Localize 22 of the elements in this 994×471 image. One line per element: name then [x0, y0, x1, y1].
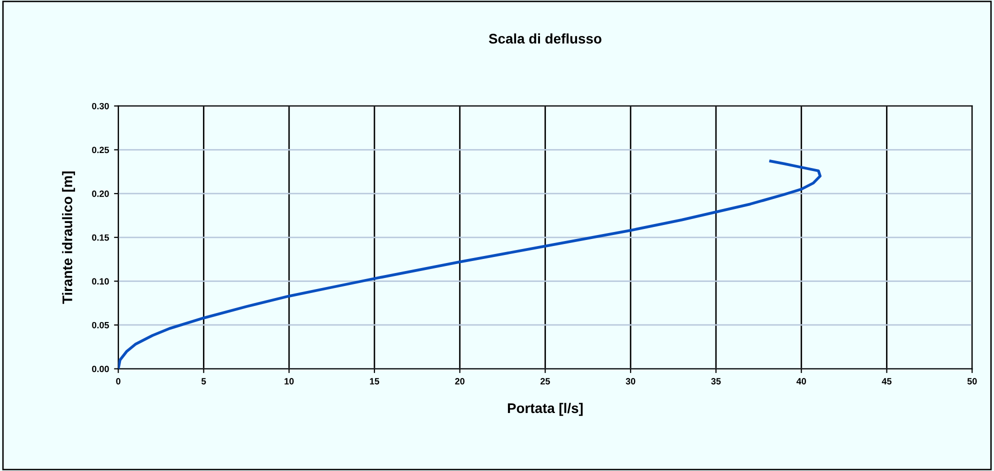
x-tick-label: 5 — [201, 378, 206, 384]
y-tick-label: 0.05 — [92, 322, 110, 328]
chart-title: Scala di deflusso — [488, 33, 602, 44]
x-tick-label: 40 — [796, 378, 806, 384]
x-tick-label: 0 — [116, 378, 120, 384]
y-tick-label: 0.25 — [92, 146, 110, 154]
x-tick-label: 30 — [626, 378, 636, 384]
y-tick-label: 0.10 — [92, 278, 109, 285]
x-axis-title: Portata [l/s] — [508, 402, 583, 416]
y-axis-title: Tirante idraulico [m] — [62, 172, 76, 304]
y-tick-label: 0.30 — [92, 102, 109, 110]
x-tick-label: 35 — [711, 378, 721, 384]
x-tick-label: 25 — [540, 378, 550, 384]
x-tick-label: 45 — [882, 378, 892, 384]
x-tick-label: 10 — [284, 378, 294, 384]
x-tick-label: 50 — [967, 378, 977, 384]
y-tick-label: 0.15 — [92, 234, 110, 241]
y-tick-label: 0.00 — [92, 366, 109, 372]
x-tick-label: 15 — [370, 378, 380, 384]
x-tick-label: 20 — [455, 378, 464, 384]
line-series — [118, 160, 822, 369]
y-tick-label: 0.20 — [92, 190, 109, 197]
